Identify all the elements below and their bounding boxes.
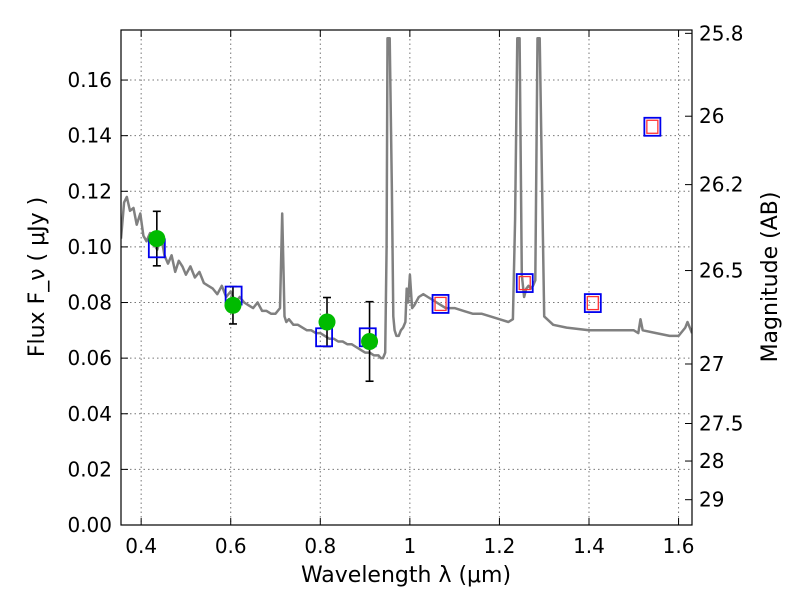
model-photometry-square — [515, 273, 534, 293]
model-photometry-inner-square — [586, 295, 599, 311]
model-spectrum-line — [121, 37, 692, 360]
x-tick-label: 1.4 — [573, 534, 605, 558]
y-tick-labels: 0.00 0.02 0.04 0.06 0.08 0.10 0.12 0.14 0.16 — [67, 68, 112, 537]
right-tick-label: 26.5 — [699, 259, 744, 283]
y-tick-label: 0.16 — [67, 68, 112, 92]
observed-flux-markers — [148, 230, 379, 350]
plot-content — [121, 37, 692, 383]
x-tick-label: 1.6 — [663, 534, 695, 558]
axis-ticks — [121, 30, 692, 526]
right-tick-label: 29 — [699, 488, 724, 512]
observed-point — [361, 332, 379, 350]
y-tick-label: 0.04 — [67, 402, 112, 426]
y-tick-label: 0.06 — [67, 346, 112, 370]
y-tick-label: 0.12 — [67, 179, 112, 203]
model-photometry-square — [431, 294, 450, 314]
observed-point — [148, 230, 166, 248]
right-tick-label: 28 — [699, 449, 724, 473]
observed-point — [224, 296, 242, 314]
right-tick-labels: 25.8 26 26.2 26.5 27 27.5 28 29 — [699, 21, 744, 511]
y-tick-label: 0.00 — [67, 513, 112, 537]
y-tick-label: 0.10 — [67, 235, 112, 259]
x-tick-label: 1 — [403, 534, 416, 558]
grid — [121, 30, 692, 525]
right-tick-label: 26 — [699, 104, 724, 128]
y-tick-label: 0.08 — [67, 291, 112, 315]
y-tick-label: 0.14 — [67, 124, 112, 148]
right-tick-label: 27 — [699, 352, 724, 376]
right-tick-label: 26.2 — [699, 173, 744, 197]
x-tick-label: 0.4 — [125, 534, 157, 558]
right-axis-label: Magnitude (AB) — [758, 192, 783, 363]
x-tick-labels: 0.4 0.6 0.8 1 1.2 1.4 1.6 — [125, 534, 694, 558]
model-photometry-square — [643, 116, 662, 137]
observed-point — [318, 313, 336, 331]
x-tick-label: 0.6 — [215, 534, 247, 558]
model-photometry-inner-square — [646, 119, 659, 134]
right-tick-label: 27.5 — [699, 411, 744, 435]
plot-frame — [120, 29, 693, 526]
y-axis-label: Flux F_ν ( μJy ) — [25, 197, 50, 357]
y-tick-label: 0.02 — [67, 457, 112, 481]
model-photometry-square — [583, 293, 602, 313]
model-photometry-inner-square — [518, 275, 531, 291]
x-tick-label: 1.2 — [484, 534, 516, 558]
plot-area — [121, 30, 692, 525]
x-tick-label: 0.8 — [304, 534, 336, 558]
model-photometry-inner-square — [434, 296, 447, 312]
right-tick-label: 25.8 — [699, 21, 744, 45]
x-axis-label: Wavelength λ (μm) — [301, 563, 511, 588]
